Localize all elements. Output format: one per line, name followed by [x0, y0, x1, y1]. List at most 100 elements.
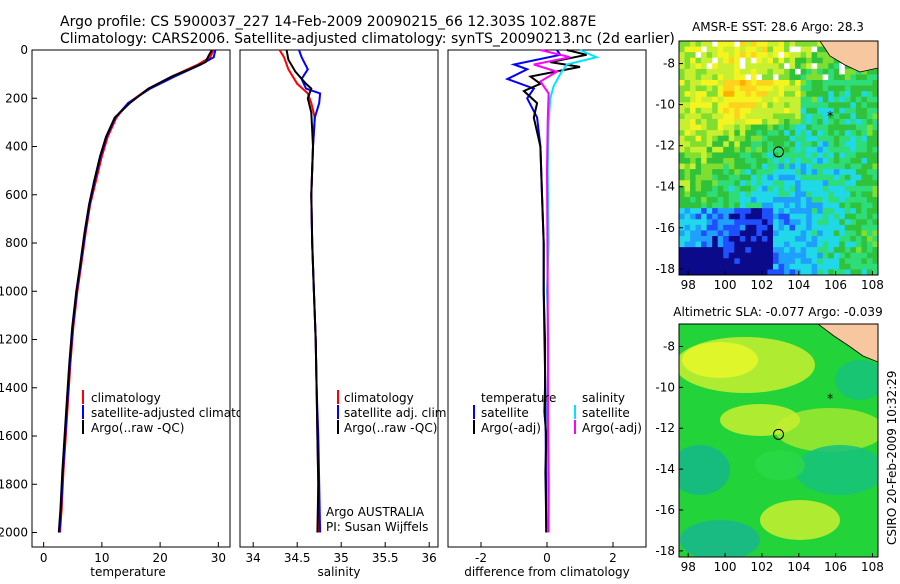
sst-cell [706, 124, 713, 131]
sst-cell [695, 219, 702, 226]
sst-cell [811, 197, 818, 204]
sst-cell [784, 74, 791, 81]
sst-map-frame [678, 40, 879, 276]
sst-cell [723, 252, 730, 259]
sst-cell [833, 169, 840, 176]
sst-cell [723, 130, 730, 137]
sst-cell [739, 219, 746, 226]
sst-cell [723, 191, 730, 198]
sla-star-marker: * [827, 392, 833, 406]
sst-cell [784, 158, 791, 165]
sst-cell [828, 107, 835, 115]
sst-cell [712, 102, 719, 109]
sst-cell [784, 124, 791, 131]
sst-cell [712, 202, 719, 209]
sst-cell [767, 202, 774, 209]
sst-cell [706, 146, 713, 154]
sst-cell [822, 102, 829, 109]
sst-cell [739, 241, 746, 248]
sst-cell [872, 258, 878, 265]
sst-cell [695, 107, 702, 115]
sst-cell [756, 41, 763, 48]
sst-cell [784, 185, 791, 193]
sst-cell [684, 152, 691, 159]
sst-cell [750, 158, 757, 165]
sst-cell [706, 263, 713, 271]
sst-cell [717, 146, 724, 154]
sst-cell [795, 213, 802, 220]
sst-cell [723, 163, 730, 170]
sst-cell [872, 269, 878, 275]
sst-cell [679, 191, 686, 198]
sst-cell [861, 96, 868, 103]
sst-cell [772, 236, 780, 243]
difference-panel: -2 0 2 temperature satellite Argo(-adj) sa… [447, 49, 647, 579]
sst-cell [872, 146, 878, 154]
sst-cell [806, 146, 813, 154]
sst-cell [761, 96, 769, 103]
sst-cell [789, 230, 796, 237]
sst-cell [855, 236, 863, 243]
sst-cell [739, 119, 746, 126]
sst-cell [745, 68, 752, 76]
sst-cell [772, 46, 780, 53]
sst-cell [756, 163, 763, 170]
sst-cell [789, 52, 796, 59]
sst-cell [717, 180, 724, 187]
sst-cell [789, 113, 796, 120]
sst-cell [806, 141, 813, 148]
sst-cell [866, 135, 874, 142]
sst-cell [817, 241, 824, 248]
sst-cell [723, 85, 730, 92]
sst-cell [739, 141, 746, 148]
sst-cell [690, 102, 697, 109]
sst-cell [750, 113, 757, 120]
sst-cell [866, 224, 874, 232]
sst-cell [800, 219, 807, 226]
sst-cell [684, 185, 691, 193]
sst-cell [750, 180, 757, 187]
sst-cell [684, 96, 691, 103]
sst-cell [767, 185, 774, 193]
sst-cell [706, 247, 713, 254]
sst-cell [739, 124, 746, 131]
sst-cell [756, 130, 763, 137]
sst-cell [817, 236, 824, 243]
sst-cell [734, 224, 741, 232]
sst-cell [872, 74, 878, 81]
map-y-tick-label: -16 [655, 503, 675, 517]
sst-cell [789, 208, 796, 215]
sst-cell [828, 219, 835, 226]
sst-cell [850, 102, 857, 109]
sst-cell [728, 158, 735, 165]
sst-cell [761, 163, 769, 170]
sst-cell [706, 141, 713, 148]
sst-cell [750, 63, 757, 70]
sst-cell [701, 124, 708, 131]
sst-cell [806, 57, 813, 64]
sst-cell [817, 141, 824, 148]
sst-cell [745, 185, 752, 193]
sst-cell [761, 191, 769, 198]
sst-cell [745, 152, 752, 159]
sst-cell [844, 224, 851, 232]
sst-cell [723, 80, 730, 87]
sst-cell [817, 74, 824, 81]
sst-cell [684, 258, 691, 265]
sst-cell [701, 208, 708, 215]
sst-cell [739, 158, 746, 165]
sst-cell [833, 96, 840, 103]
sst-cell [712, 269, 719, 275]
sst-cell [789, 85, 796, 92]
sst-cell [761, 91, 769, 98]
sst-cell [728, 91, 735, 98]
sst-cell [795, 208, 802, 215]
sst-cell [761, 68, 769, 76]
sst-cell [750, 80, 757, 87]
sst-cell [767, 141, 774, 148]
sst-cell [811, 63, 818, 70]
sst-cell [850, 219, 857, 226]
sst-cell [833, 63, 840, 70]
sst-cell [800, 102, 807, 109]
sst-cell [800, 146, 807, 154]
